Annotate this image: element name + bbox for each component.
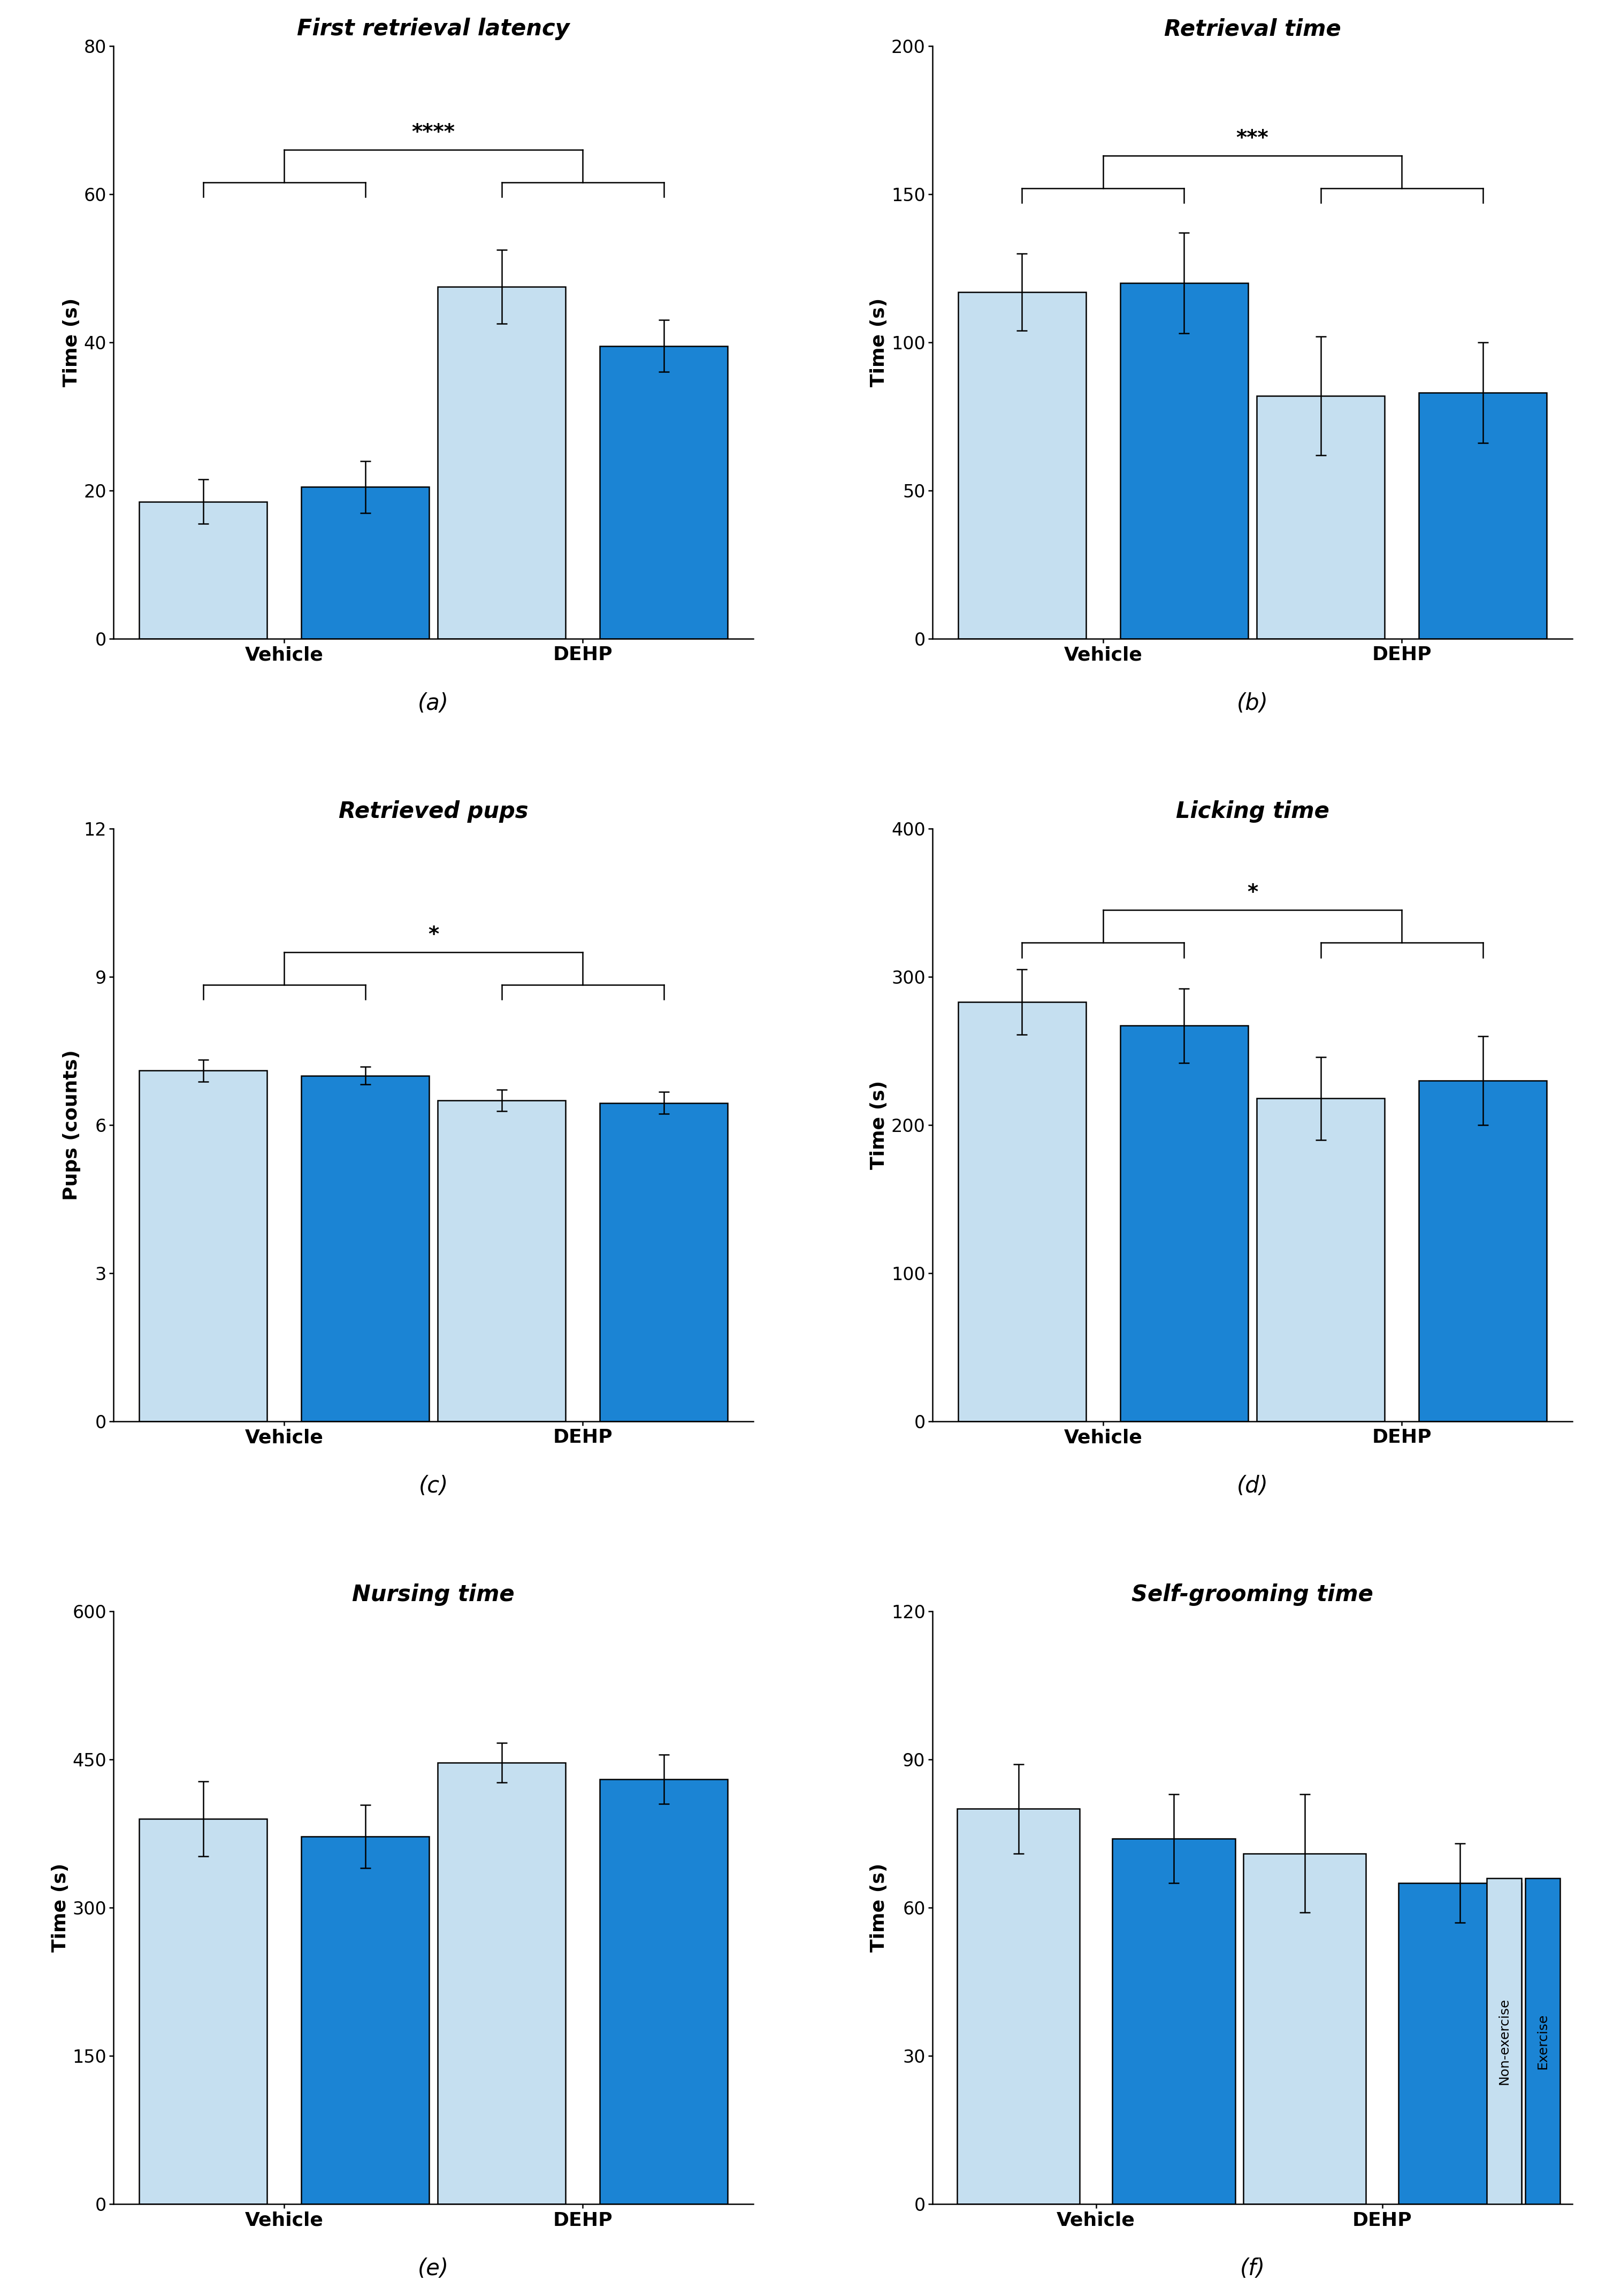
- Title: Self-grooming time: Self-grooming time: [1131, 1584, 1373, 1605]
- Bar: [1525, 1878, 1559, 2204]
- Bar: [1243, 1853, 1367, 2204]
- Bar: [302, 1837, 430, 2204]
- Bar: [956, 1809, 1080, 2204]
- Y-axis label: Time (s): Time (s): [870, 1081, 888, 1169]
- Title: First retrieval latency: First retrieval latency: [297, 18, 569, 41]
- Text: Exercise: Exercise: [1537, 2014, 1550, 2069]
- Bar: [1256, 1097, 1384, 1421]
- Text: ***: ***: [1237, 129, 1269, 149]
- Text: (b): (b): [1237, 691, 1268, 714]
- Y-axis label: Time (s): Time (s): [870, 298, 888, 386]
- Text: (a): (a): [418, 691, 449, 714]
- Bar: [438, 287, 566, 638]
- Bar: [139, 1070, 267, 1421]
- Bar: [438, 1100, 566, 1421]
- Bar: [438, 1763, 566, 2204]
- Bar: [1256, 395, 1384, 638]
- Y-axis label: Time (s): Time (s): [870, 1864, 888, 1952]
- Bar: [958, 1001, 1086, 1421]
- Y-axis label: Time (s): Time (s): [52, 1864, 70, 1952]
- Bar: [1486, 1878, 1520, 2204]
- Title: Retrieved pups: Retrieved pups: [339, 801, 528, 822]
- Bar: [139, 1818, 267, 2204]
- Bar: [302, 1075, 430, 1421]
- Bar: [302, 487, 430, 638]
- Bar: [1120, 1026, 1248, 1421]
- Bar: [139, 503, 267, 638]
- Text: ****: ****: [412, 122, 456, 142]
- Text: *: *: [428, 925, 439, 946]
- Bar: [1418, 1081, 1546, 1421]
- Bar: [1120, 282, 1248, 638]
- Bar: [600, 1779, 728, 2204]
- Title: Licking time: Licking time: [1175, 801, 1329, 822]
- Y-axis label: Time (s): Time (s): [63, 298, 81, 386]
- Bar: [600, 347, 728, 638]
- Title: Retrieval time: Retrieval time: [1164, 18, 1341, 41]
- Bar: [600, 1102, 728, 1421]
- Title: Nursing time: Nursing time: [352, 1584, 514, 1605]
- Text: (f): (f): [1240, 2257, 1264, 2280]
- Text: (e): (e): [418, 2257, 449, 2280]
- Y-axis label: Pups (counts): Pups (counts): [63, 1049, 81, 1201]
- Bar: [1399, 1883, 1520, 2204]
- Text: (c): (c): [418, 1474, 449, 1497]
- Text: Non-exercise: Non-exercise: [1498, 1998, 1511, 2085]
- Text: *: *: [1247, 882, 1258, 902]
- Text: (d): (d): [1237, 1474, 1268, 1497]
- Bar: [958, 292, 1086, 638]
- Bar: [1112, 1839, 1235, 2204]
- Bar: [1418, 393, 1546, 638]
